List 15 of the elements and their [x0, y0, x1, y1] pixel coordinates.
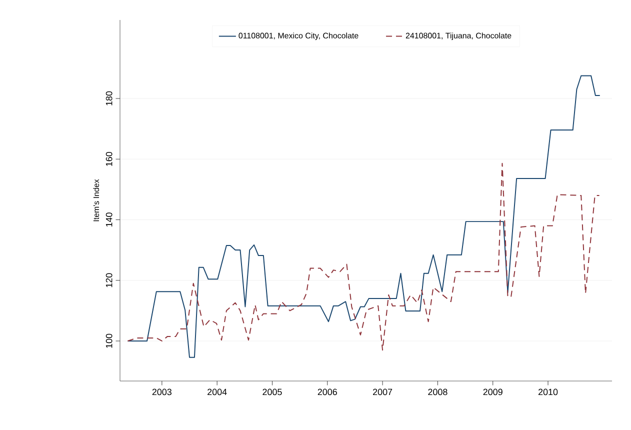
x-tick-label: 2009: [483, 388, 502, 396]
y-tick-label: 140: [106, 212, 112, 227]
x-tick-label: 2005: [262, 388, 282, 396]
y-tick-label: 100: [106, 334, 112, 348]
y-tick-label: 160: [106, 152, 112, 166]
line-series: [127, 75, 600, 358]
x-tick-label: 2003: [152, 388, 172, 396]
x-tick-label: 2007: [373, 388, 392, 396]
y-tick-label: 120: [106, 273, 112, 288]
line-series: [127, 162, 600, 351]
x-tick-label: 2004: [208, 388, 227, 396]
x-tick-label: 2010: [538, 388, 558, 396]
x-tick-label: 2008: [428, 388, 448, 396]
y-tick-label: 180: [106, 91, 112, 106]
x-tick-label: 2006: [318, 388, 337, 396]
